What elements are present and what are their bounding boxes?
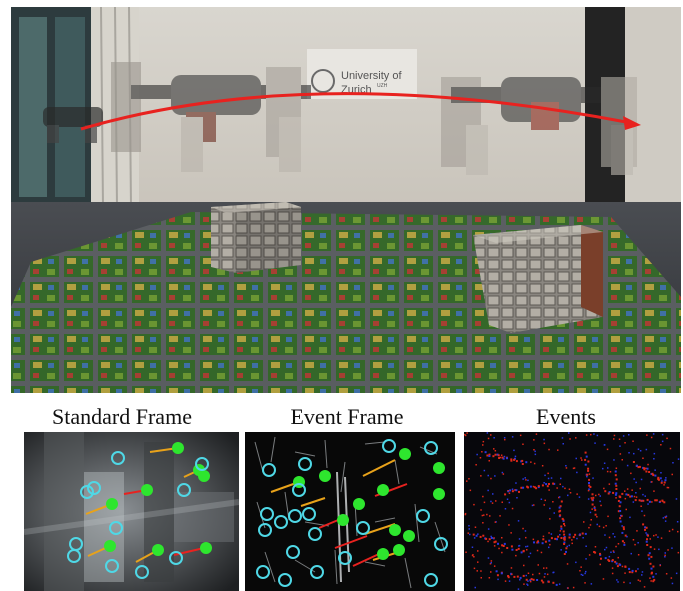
event-streak xyxy=(484,451,528,465)
event-noise xyxy=(464,432,680,590)
panel-standard-frame xyxy=(24,432,239,591)
event-streak xyxy=(614,470,627,546)
standard-frame-features xyxy=(67,442,212,579)
main-photo: University of Zurich UZH xyxy=(11,7,681,393)
event-streak xyxy=(632,461,667,484)
event-streak xyxy=(593,551,637,574)
event-streak xyxy=(584,451,597,516)
event-streak xyxy=(472,533,525,554)
event-streak xyxy=(495,570,558,586)
box-left xyxy=(211,202,301,273)
caption-standard-frame: Standard Frame xyxy=(52,404,192,429)
caption-event-frame: Event Frame xyxy=(290,404,404,429)
sign-text-line1: University of xyxy=(341,70,402,82)
panel-events xyxy=(464,432,680,591)
trajectory-arrowhead xyxy=(623,116,641,130)
event-streak xyxy=(504,482,556,496)
box-right xyxy=(473,225,603,333)
trajectory-arrow xyxy=(80,92,627,131)
caption-events: Events xyxy=(536,404,596,429)
panel-event-frame xyxy=(245,432,455,591)
event-streak xyxy=(642,523,656,583)
event-frame-features xyxy=(256,439,448,587)
events-scatter xyxy=(464,432,680,591)
sign-text-superscript: UZH xyxy=(377,83,388,89)
